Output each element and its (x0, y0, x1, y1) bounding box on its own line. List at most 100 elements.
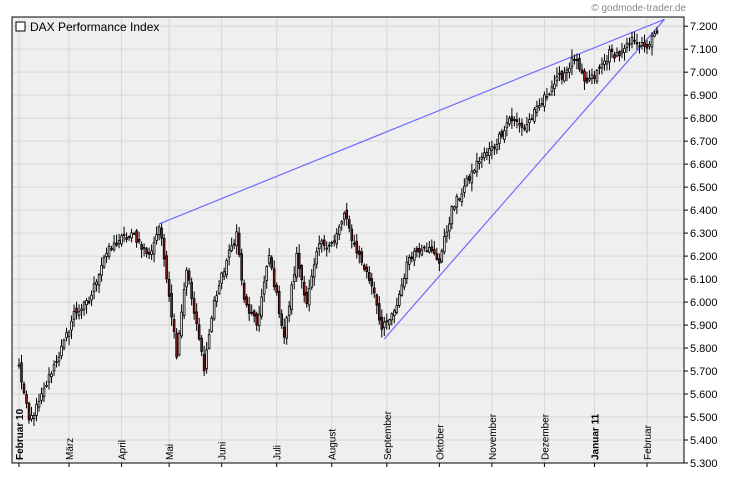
candle-up (82, 301, 86, 310)
candle-down (75, 307, 78, 314)
candle-up (177, 332, 181, 356)
candle-up (107, 245, 111, 257)
candle-up (60, 345, 63, 357)
candle-down (643, 42, 646, 47)
x-month-label: Juni (218, 442, 229, 460)
y-tick-label: 7.100 (690, 44, 718, 56)
candle-up (42, 387, 46, 397)
candle-down (242, 282, 246, 300)
x-month-label: November (488, 413, 499, 460)
candle-up (485, 152, 489, 156)
candle-up (210, 317, 213, 333)
y-tick-label: 5.400 (690, 435, 718, 447)
candle-down (433, 248, 436, 254)
candle-down (515, 119, 519, 122)
candle-up (235, 231, 238, 247)
candle-down (250, 311, 253, 314)
candle-up (525, 124, 529, 132)
candle-up (100, 265, 103, 276)
y-tick-label: 6.300 (690, 228, 718, 240)
candle-up (330, 242, 334, 245)
x-month-label: September (383, 410, 394, 460)
candle-down (548, 93, 551, 96)
candle-up (150, 250, 153, 255)
candle-down (520, 122, 524, 128)
candle-up (230, 245, 233, 252)
candle-up (32, 415, 36, 419)
candle-up (120, 235, 123, 245)
candle-up (568, 67, 571, 73)
candle-up (440, 250, 444, 263)
candle-down (280, 313, 283, 326)
candle-down (500, 131, 504, 137)
candle-up (292, 274, 296, 282)
candle-down (355, 240, 359, 254)
candle-down (252, 310, 256, 317)
candle-up (620, 50, 624, 54)
candle-up (95, 281, 98, 286)
candle-up (428, 247, 431, 253)
candle-down (468, 176, 471, 181)
x-month-label: Dezember (540, 413, 551, 460)
candle-down (350, 228, 354, 241)
candle-up (77, 311, 81, 316)
candle-down (202, 354, 206, 372)
candle-down (375, 294, 379, 306)
candle-down (137, 239, 141, 242)
candle-up (97, 274, 101, 286)
candle-up (588, 78, 591, 81)
candle-up (257, 313, 261, 327)
candle-up (65, 332, 68, 339)
candle-down (145, 248, 148, 254)
candle-up (315, 251, 319, 265)
candle-up (540, 103, 544, 105)
candle-up (262, 281, 266, 295)
candle-up (215, 295, 218, 302)
candle-up (185, 269, 188, 288)
candles (17, 26, 659, 427)
candle-down (282, 326, 286, 338)
y-tick-label: 6.000 (690, 297, 718, 309)
candle-up (480, 156, 484, 160)
candle-down (247, 304, 251, 314)
candle-up (67, 331, 71, 337)
candle-up (47, 374, 51, 383)
candle-up (310, 275, 314, 288)
candle-up (503, 130, 506, 140)
candle-up (590, 74, 594, 79)
candle-down (360, 251, 364, 263)
candle-down (357, 250, 361, 255)
candle-down (200, 337, 203, 352)
candle-down (87, 300, 91, 304)
candle-up (35, 403, 38, 416)
candle-down (270, 257, 273, 269)
candle-up (30, 415, 33, 420)
candle-down (175, 332, 178, 358)
candle-down (367, 272, 371, 281)
candle-up (653, 33, 656, 37)
candle-down (438, 258, 441, 264)
candle-up (227, 249, 231, 258)
candle-up (543, 94, 546, 107)
candle-down (378, 303, 381, 321)
candle-up (222, 271, 226, 277)
candle-up (50, 373, 53, 378)
y-tick-label: 5.900 (690, 320, 718, 332)
y-tick-label: 6.800 (690, 113, 718, 125)
y-tick-label: 5.800 (690, 343, 718, 355)
candle-down (55, 361, 58, 363)
candle-down (197, 324, 201, 340)
credit-text: © godmode-trader.de (591, 3, 686, 14)
candle-up (608, 49, 611, 63)
candle-up (182, 289, 186, 316)
candle-up (325, 247, 329, 250)
candle-up (463, 185, 466, 193)
candle-up (570, 57, 574, 68)
candle-up (458, 198, 461, 201)
candle-up (508, 118, 511, 125)
y-tick-label: 6.700 (690, 136, 718, 148)
candle-down (300, 265, 303, 281)
candle-up (307, 288, 311, 306)
candle-up (105, 252, 108, 257)
candle-down (322, 239, 326, 247)
